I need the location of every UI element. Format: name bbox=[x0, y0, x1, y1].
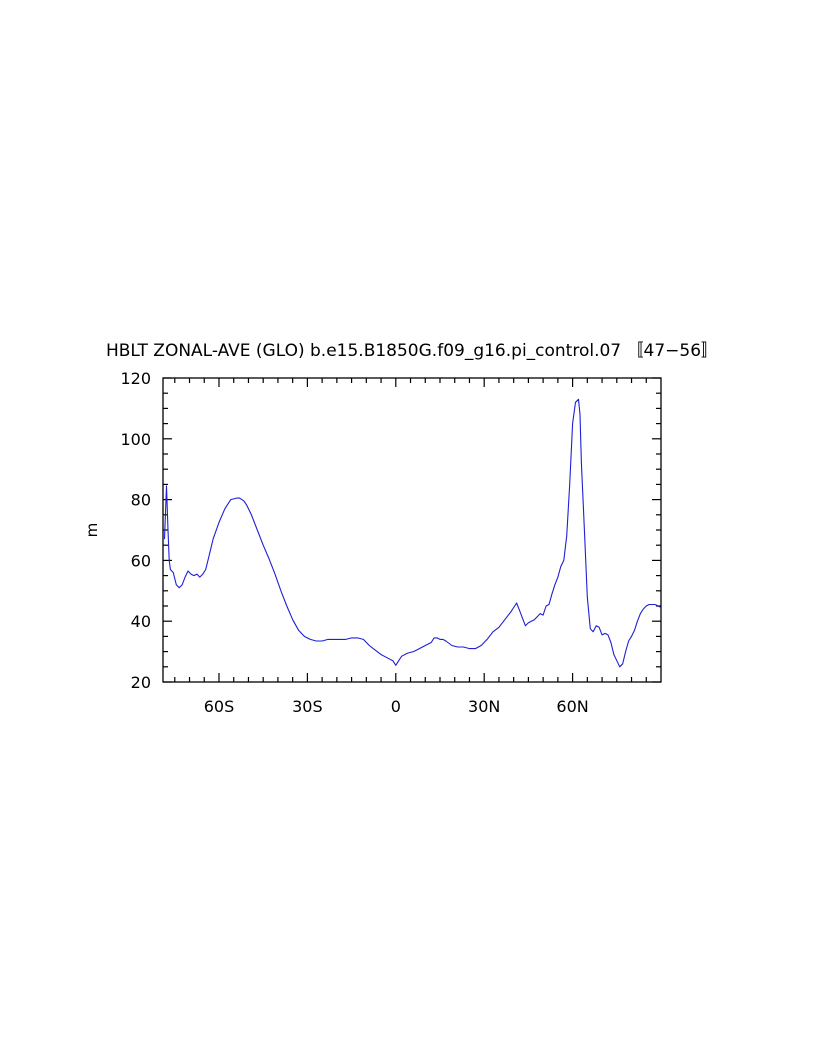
y-tick-label: 60 bbox=[131, 551, 151, 570]
axis-tick-labels: 60S 30S 0 30N 60N 20 40 60 80 100 120 bbox=[120, 369, 588, 716]
chart-title: HBLT ZONAL-AVE (GLO) b.e15.B1850G.f09_g1… bbox=[106, 341, 718, 361]
y-tick-label: 40 bbox=[131, 612, 151, 631]
axis-ticks bbox=[163, 377, 661, 683]
series-line bbox=[163, 398, 662, 668]
x-tick-label: 30N bbox=[468, 697, 500, 716]
series-layer bbox=[163, 398, 662, 668]
y-tick-label: 100 bbox=[120, 430, 151, 449]
y-tick-label: 120 bbox=[120, 369, 151, 388]
x-tick-label: 0 bbox=[391, 697, 401, 716]
x-tick-label: 60S bbox=[204, 697, 235, 716]
y-tick-label: 20 bbox=[131, 673, 151, 692]
x-tick-label: 60N bbox=[556, 697, 588, 716]
plot-frame bbox=[162, 377, 662, 683]
y-axis-label: m bbox=[83, 523, 101, 538]
x-tick-label: 30S bbox=[292, 697, 323, 716]
y-tick-label: 80 bbox=[131, 491, 151, 510]
